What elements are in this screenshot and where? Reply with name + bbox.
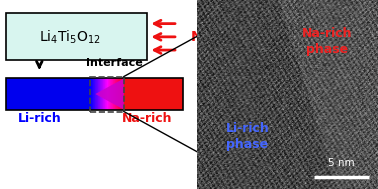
Bar <box>113 78 114 110</box>
Bar <box>112 78 113 110</box>
Bar <box>119 78 120 110</box>
Bar <box>95 78 96 110</box>
Text: Li-rich: Li-rich <box>17 112 61 125</box>
Bar <box>6 78 183 110</box>
Bar <box>93 78 94 110</box>
Bar <box>96 78 97 110</box>
Text: Li$_4$Ti$_5$O$_{12}$: Li$_4$Ti$_5$O$_{12}$ <box>39 28 101 46</box>
Bar <box>115 78 116 110</box>
Bar <box>114 78 115 110</box>
Bar <box>121 78 122 110</box>
Bar <box>121 78 122 110</box>
Text: 5 nm: 5 nm <box>328 158 355 168</box>
Bar <box>109 78 110 110</box>
Bar <box>106 78 107 110</box>
Bar <box>90 77 124 112</box>
Bar <box>98 78 99 110</box>
Bar <box>6 78 90 110</box>
Bar <box>122 78 123 110</box>
Bar <box>95 78 96 110</box>
Text: Na-rich
phase: Na-rich phase <box>302 27 352 56</box>
Bar <box>94 78 95 110</box>
Text: Li-rich
phase: Li-rich phase <box>226 122 269 151</box>
Polygon shape <box>95 78 124 110</box>
Bar <box>105 78 106 110</box>
Bar <box>94 78 95 110</box>
Bar <box>104 78 105 110</box>
Bar <box>111 78 112 110</box>
Bar <box>6 13 147 60</box>
Bar <box>100 78 101 110</box>
Text: Interface: Interface <box>86 58 143 68</box>
Bar <box>106 78 107 110</box>
Bar <box>100 78 101 110</box>
Bar <box>92 78 93 110</box>
Bar <box>101 78 102 110</box>
Bar <box>118 78 119 110</box>
Bar <box>98 78 99 110</box>
Bar <box>99 78 100 110</box>
Bar <box>105 78 106 110</box>
Bar <box>123 78 124 110</box>
Bar <box>111 78 112 110</box>
Text: Na-rich: Na-rich <box>122 112 173 125</box>
Bar <box>120 78 121 110</box>
Bar <box>109 78 110 110</box>
Bar <box>117 78 118 110</box>
Bar <box>104 78 105 110</box>
Bar <box>120 78 121 110</box>
Bar <box>110 78 111 110</box>
Bar <box>112 78 113 110</box>
Bar <box>108 78 109 110</box>
Bar <box>124 78 183 110</box>
Bar <box>92 78 93 110</box>
Bar <box>96 78 97 110</box>
Bar <box>113 78 114 110</box>
Bar <box>102 78 103 110</box>
Bar <box>103 78 104 110</box>
Bar <box>101 78 102 110</box>
Bar <box>122 78 123 110</box>
Text: Na$^+$: Na$^+$ <box>190 28 222 46</box>
Bar <box>97 78 98 110</box>
Bar <box>110 78 111 110</box>
Bar <box>107 78 108 110</box>
Bar <box>116 78 117 110</box>
Bar <box>102 78 103 110</box>
Bar <box>118 78 119 110</box>
Bar <box>97 78 98 110</box>
Bar <box>117 78 118 110</box>
Bar <box>91 78 92 110</box>
Bar <box>103 78 104 110</box>
Bar <box>123 78 124 110</box>
Bar <box>93 78 94 110</box>
Bar <box>108 78 109 110</box>
Bar <box>116 78 117 110</box>
Bar <box>90 78 91 110</box>
Bar <box>114 78 115 110</box>
